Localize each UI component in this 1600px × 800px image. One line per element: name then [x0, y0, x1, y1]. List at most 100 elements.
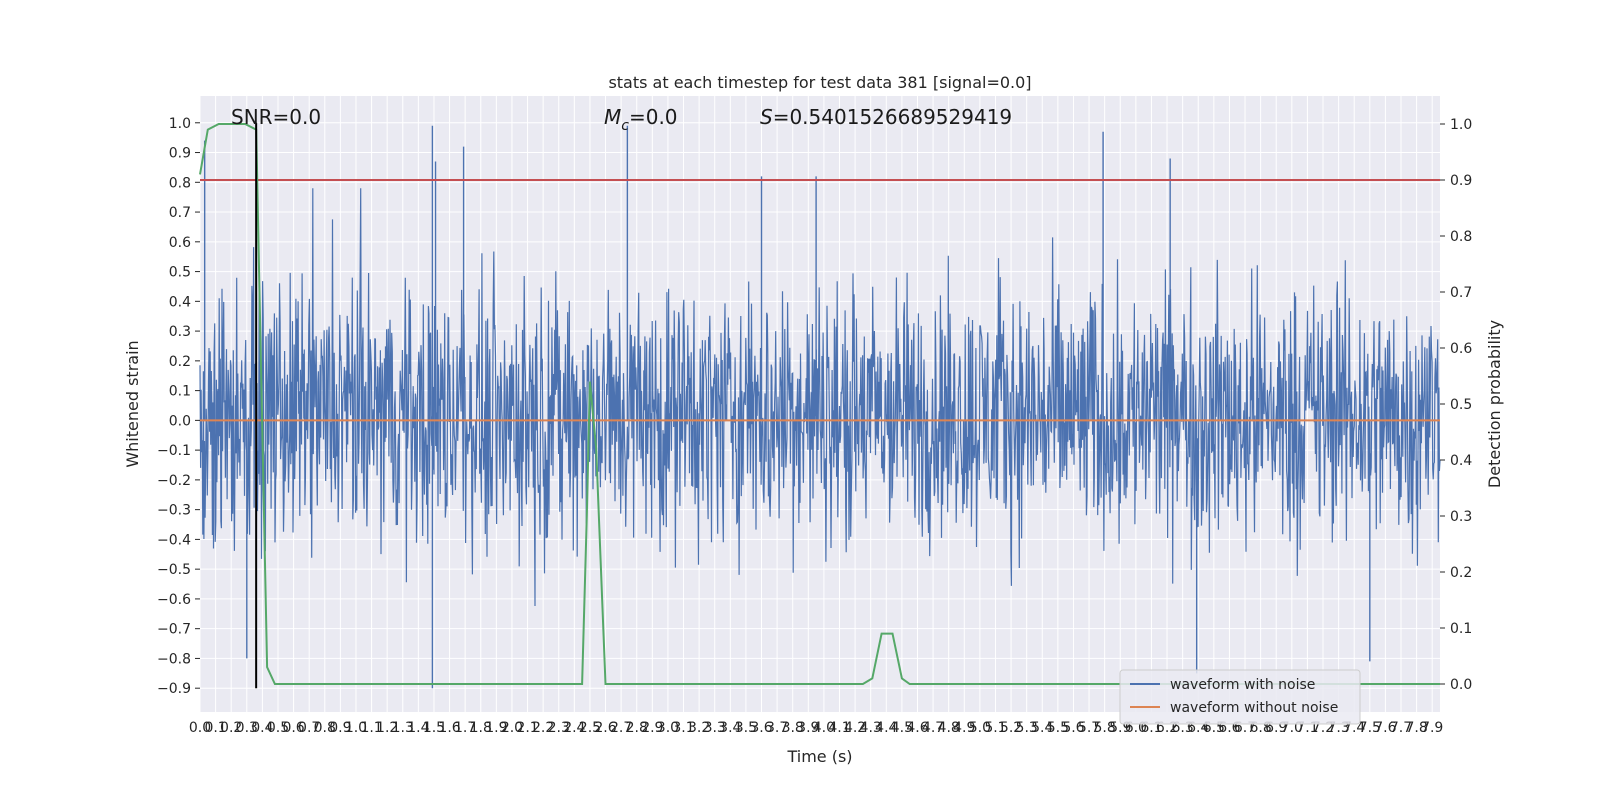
x-tick-label: 5.0 [969, 720, 991, 736]
legend-label-noise: waveform with noise [1170, 677, 1315, 693]
x-tick-label: 2.9 [641, 720, 663, 736]
x-tick-label: 5.5 [1047, 720, 1069, 736]
y-tick-label: 0.0 [169, 413, 191, 429]
x-tick-label: 2.7 [610, 720, 632, 736]
y-tick-label: −0.5 [157, 562, 191, 578]
y-tick-label: 0.7 [169, 205, 191, 221]
y-tick-label: 0.6 [169, 235, 191, 251]
mc-annotation: Mc=0.0 [604, 105, 678, 134]
x-tick-label: 5.7 [1078, 720, 1100, 736]
x-tick-label: 5.3 [1016, 720, 1038, 736]
x-tick-label: 2.4 [563, 720, 585, 736]
y-tick-label: −0.3 [157, 503, 191, 519]
x-tick-label: 7.6 [1374, 720, 1396, 736]
x-tick-label: 3.8 [782, 720, 804, 736]
mc-symbol: M [604, 105, 621, 129]
s-annotation: S=0.5401526689529419 [760, 105, 1012, 129]
chart-title: stats at each timestep for test data 381… [608, 73, 1031, 92]
x-tick-label: 0.3 [236, 720, 258, 736]
x-tick-label: 7.7 [1390, 720, 1412, 736]
y2-tick-label: 0.0 [1450, 677, 1472, 693]
x-tick-label: 0.4 [251, 720, 273, 736]
x-tick-label: 1.6 [438, 720, 460, 736]
x-tick-label: 2.2 [532, 720, 554, 736]
legend-box [1119, 669, 1361, 725]
mc-value: =0.0 [629, 105, 678, 129]
x-tick-label: 1.3 [392, 720, 414, 736]
x-tick-label: 5.6 [1062, 720, 1084, 736]
y2-tick-label: 0.1 [1450, 621, 1472, 637]
y-tick-label: −0.7 [157, 622, 191, 638]
y-tick-label: −0.4 [157, 532, 191, 548]
x-tick-label: 5.2 [1000, 720, 1022, 736]
x-tick-label: 4.3 [860, 720, 882, 736]
x-tick-label: 4.2 [844, 720, 866, 736]
x-tick-label: 7.9 [1421, 720, 1443, 736]
x-tick-label: 3.1 [672, 720, 694, 736]
y2-tick-label: 0.9 [1450, 173, 1472, 189]
x-tick-label: 4.0 [813, 720, 835, 736]
x-tick-label: 4.7 [922, 720, 944, 736]
x-tick-label: 4.1 [828, 720, 850, 736]
mc-subscript: c [621, 118, 629, 134]
x-tick-label: 4.8 [938, 720, 960, 736]
x-tick-label: 5.1 [984, 720, 1006, 736]
x-tick-label: 3.0 [657, 720, 679, 736]
series-detection-probability [199, 123, 1440, 685]
series-waveform-with-noise [199, 188, 1441, 607]
x-tick-label: 2.8 [626, 720, 648, 736]
x-tick-label: 4.9 [953, 720, 975, 736]
x-tick-label: 4.4 [875, 720, 897, 736]
y-tick-label: −0.2 [157, 473, 191, 489]
x-tick-label: 2.1 [516, 720, 538, 736]
x-tick-label: 0.2 [220, 720, 242, 736]
y2-tick-label: 0.6 [1450, 341, 1472, 357]
x-tick-label: 3.2 [688, 720, 710, 736]
x-tick-label: 4.5 [891, 720, 913, 736]
y2-axis-ticks: 1.0 0.9 0.8 0.7 0.6 0.5 0.4 0.3 0.2 0.1 0.0 [1440, 117, 1472, 693]
x-tick-label: 3.6 [750, 720, 772, 736]
y-tick-label: 0.2 [169, 354, 191, 370]
y2-tick-label: 0.4 [1450, 453, 1472, 469]
s-symbol: S [760, 105, 773, 129]
y2-tick-label: 0.7 [1450, 285, 1472, 301]
x-tick-label: 0.9 [329, 720, 351, 736]
y-tick-label: 0.3 [169, 324, 191, 340]
x-tick-label: 7.8 [1405, 720, 1427, 736]
y2-axis-title: Detection probability [1485, 320, 1504, 488]
legend-label-clean: waveform without noise [1170, 700, 1338, 716]
x-tick-label: 2.3 [548, 720, 570, 736]
x-tick-label: 5.4 [1031, 720, 1053, 736]
x-tick-label: 2.5 [579, 720, 601, 736]
legend: waveform with noise waveform without noi… [1119, 669, 1361, 725]
y-tick-label: 0.4 [169, 294, 191, 310]
x-tick-label: 1.5 [423, 720, 445, 736]
x-tick-label: 3.4 [719, 720, 741, 736]
x-tick-label: 0.7 [298, 720, 320, 736]
y-tick-label: 0.9 [169, 146, 191, 162]
y-axis-ticks: 1.0 0.9 0.8 0.7 0.6 0.5 0.4 0.3 0.2 0.1 0.0 −0.1 −0.… [157, 116, 200, 697]
snr-annotation: SNR=0.0 [231, 105, 321, 129]
x-tick-label: 1.0 [345, 720, 367, 736]
y-tick-label: 0.5 [169, 265, 191, 281]
x-tick-label: 0.8 [314, 720, 336, 736]
x-tick-label: 1.1 [360, 720, 382, 736]
y2-tick-label: 0.8 [1450, 229, 1472, 245]
x-tick-label: 7.5 [1359, 720, 1381, 736]
x-tick-label: 2.6 [594, 720, 616, 736]
x-tick-label: 0.5 [267, 720, 289, 736]
x-tick-label: 1.8 [470, 720, 492, 736]
x-tick-label: 3.5 [735, 720, 757, 736]
y-tick-label: −0.1 [157, 443, 191, 459]
y-tick-label: 1.0 [169, 116, 191, 132]
y-tick-label: −0.9 [157, 681, 191, 697]
y2-tick-label: 1.0 [1450, 117, 1472, 133]
y-tick-label: −0.8 [157, 651, 191, 667]
y-tick-label: 0.1 [169, 384, 191, 400]
x-tick-label: 3.9 [797, 720, 819, 736]
x-tick-label: 1.4 [407, 720, 429, 736]
x-tick-label: 4.6 [906, 720, 928, 736]
x-tick-label: 0.6 [282, 720, 304, 736]
x-tick-label: 0.1 [204, 720, 226, 736]
data-layer [199, 122, 1441, 689]
